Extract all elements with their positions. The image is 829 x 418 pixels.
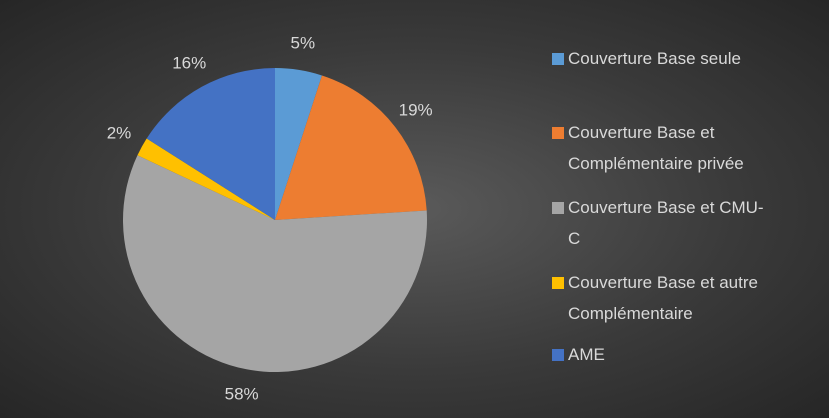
legend-label: Couverture Base seule xyxy=(568,49,741,68)
legend-swatch xyxy=(552,53,564,65)
legend-entry: Couverture Base et CMU-C xyxy=(552,192,767,254)
legend-swatch xyxy=(552,277,564,289)
legend-label: Couverture Base et CMU-C xyxy=(568,198,764,248)
legend-swatch xyxy=(552,127,564,139)
pie-slice xyxy=(275,75,427,220)
data-label: 58% xyxy=(225,384,259,403)
legend-swatch xyxy=(552,202,564,214)
legend-label: Couverture Base et autre Complémentaire xyxy=(568,273,758,323)
legend-swatch xyxy=(552,349,564,361)
legend-label: Couverture Base et Complémentaire privée xyxy=(568,123,744,173)
data-label: 2% xyxy=(107,124,132,143)
legend-entry: AME xyxy=(552,339,767,370)
pie-slice xyxy=(137,138,275,220)
legend-label: AME xyxy=(568,345,605,364)
pie-slice xyxy=(146,68,275,220)
data-label: 5% xyxy=(291,34,316,53)
data-label: 19% xyxy=(399,100,433,119)
legend-entry: Couverture Base et Complémentaire privée xyxy=(552,117,767,179)
legend-entry: Couverture Base seule xyxy=(552,43,767,74)
pie-slice xyxy=(275,68,322,220)
legend-entry: Couverture Base et autre Complémentaire xyxy=(552,267,767,329)
pie-slice xyxy=(123,155,428,372)
data-label: 16% xyxy=(172,54,206,73)
